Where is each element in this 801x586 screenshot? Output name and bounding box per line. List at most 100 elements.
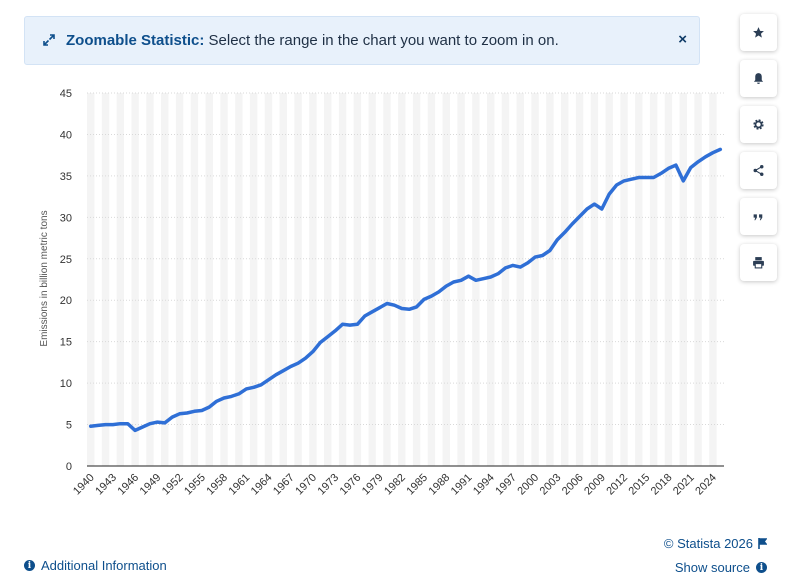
settings-button[interactable] xyxy=(740,106,777,143)
grid-band xyxy=(427,93,436,466)
grid-band xyxy=(175,93,184,466)
banner-message: Select the range in the chart you want t… xyxy=(208,32,559,49)
grid-band xyxy=(694,93,702,466)
y-tick-label: 10 xyxy=(60,378,72,390)
grid-band xyxy=(620,93,628,466)
y-tick-label: 45 xyxy=(60,88,72,100)
x-tick-label: 2018 xyxy=(649,472,675,498)
y-tick-label: 0 xyxy=(66,461,72,473)
copyright: © Statista 2026 xyxy=(664,536,767,551)
grid-band xyxy=(131,93,139,466)
grid-band xyxy=(486,93,495,466)
flag-icon xyxy=(758,538,767,549)
share-icon xyxy=(753,164,764,177)
quote-icon xyxy=(753,214,763,221)
grid-band xyxy=(279,93,287,466)
grid-band xyxy=(664,93,673,466)
print-button[interactable] xyxy=(740,244,777,281)
print-icon xyxy=(753,257,764,269)
x-tick-label: 2006 xyxy=(560,472,586,498)
star-icon xyxy=(753,27,764,38)
grid-band xyxy=(235,93,243,466)
grid-band xyxy=(264,93,273,466)
x-tick-label: 2003 xyxy=(538,472,564,498)
x-tick-label: 1967 xyxy=(271,472,297,498)
grid-band xyxy=(368,93,376,466)
grid-band xyxy=(205,93,213,466)
x-tick-label: 1976 xyxy=(338,472,364,498)
grid-band xyxy=(146,93,154,466)
grid-band xyxy=(398,93,406,466)
x-tick-label: 1979 xyxy=(360,472,386,498)
info-icon: i xyxy=(756,562,767,573)
grid-band xyxy=(249,93,258,466)
x-tick-label: 1973 xyxy=(315,472,341,498)
grid-band xyxy=(116,93,125,466)
banner-title: Zoomable Statistic: xyxy=(66,32,205,49)
show-source-label: Show source xyxy=(674,560,750,575)
grid-band xyxy=(590,93,599,466)
x-tick-label: 1961 xyxy=(227,472,253,498)
close-button[interactable]: × xyxy=(678,31,687,48)
grid-band xyxy=(324,93,332,466)
favorite-button[interactable] xyxy=(740,14,777,51)
copyright-text: © Statista 2026 xyxy=(663,536,753,551)
x-tick-label: 1940 xyxy=(71,472,97,498)
info-icon: i xyxy=(24,560,35,571)
grid-band xyxy=(101,93,110,466)
grid-band xyxy=(605,93,613,466)
emissions-series-line xyxy=(88,147,723,433)
grid-band xyxy=(87,93,95,466)
y-tick-label: 30 xyxy=(60,212,72,224)
grid-band xyxy=(501,93,510,466)
x-tick-label: 2024 xyxy=(693,472,719,498)
grid-band xyxy=(220,93,228,466)
grid-band xyxy=(294,93,302,466)
x-tick-label: 1955 xyxy=(182,472,208,498)
x-tick-label: 1988 xyxy=(427,472,453,498)
x-tick-label: 2000 xyxy=(515,472,541,498)
grid-band xyxy=(635,93,643,466)
expand-icon xyxy=(43,34,55,46)
grid-band xyxy=(338,93,347,466)
grid-band xyxy=(709,93,717,466)
x-tick-label: 2021 xyxy=(671,472,697,498)
x-tick-label: 1964 xyxy=(249,472,275,498)
x-tick-label: 1952 xyxy=(160,472,186,498)
y-axis-title: Emissions in billion metric tons xyxy=(39,210,50,346)
x-tick-label: 1958 xyxy=(204,472,230,498)
x-tick-label: 2015 xyxy=(627,472,653,498)
y-tick-label: 35 xyxy=(60,171,72,183)
x-tick-label: 1994 xyxy=(471,472,497,498)
x-tick-label: 1946 xyxy=(115,472,141,498)
x-tick-label: 1985 xyxy=(404,472,430,498)
y-tick-label: 40 xyxy=(60,129,72,141)
gear-icon xyxy=(753,119,764,130)
x-tick-label: 1991 xyxy=(449,472,475,498)
grid-band xyxy=(575,93,584,466)
show-source-link[interactable]: Show source i xyxy=(675,560,767,575)
x-tick-label: 1949 xyxy=(138,472,164,498)
cite-button[interactable] xyxy=(740,198,777,235)
grid-band xyxy=(531,93,539,466)
y-tick-label: 25 xyxy=(60,254,72,266)
x-tick-label: 2012 xyxy=(604,472,630,498)
grid-band xyxy=(353,93,362,466)
grid-band xyxy=(442,93,450,466)
bell-icon xyxy=(753,73,764,84)
additional-information-label: Additional Information xyxy=(41,558,167,573)
y-tick-label: 15 xyxy=(60,337,72,349)
additional-information-link[interactable]: i Additional Information xyxy=(24,558,167,573)
grid-band xyxy=(190,93,199,466)
x-tick-label: 1970 xyxy=(293,472,319,498)
grid-band xyxy=(309,93,317,466)
grid-band xyxy=(679,93,687,466)
grid-band xyxy=(516,93,525,466)
grid-band xyxy=(383,93,391,466)
banner-text: Zoomable Statistic: Select the range in … xyxy=(66,32,559,49)
notification-button[interactable] xyxy=(740,60,777,97)
x-tick-label: 2009 xyxy=(582,472,608,498)
grid-band xyxy=(412,93,421,466)
share-button[interactable] xyxy=(740,152,777,189)
